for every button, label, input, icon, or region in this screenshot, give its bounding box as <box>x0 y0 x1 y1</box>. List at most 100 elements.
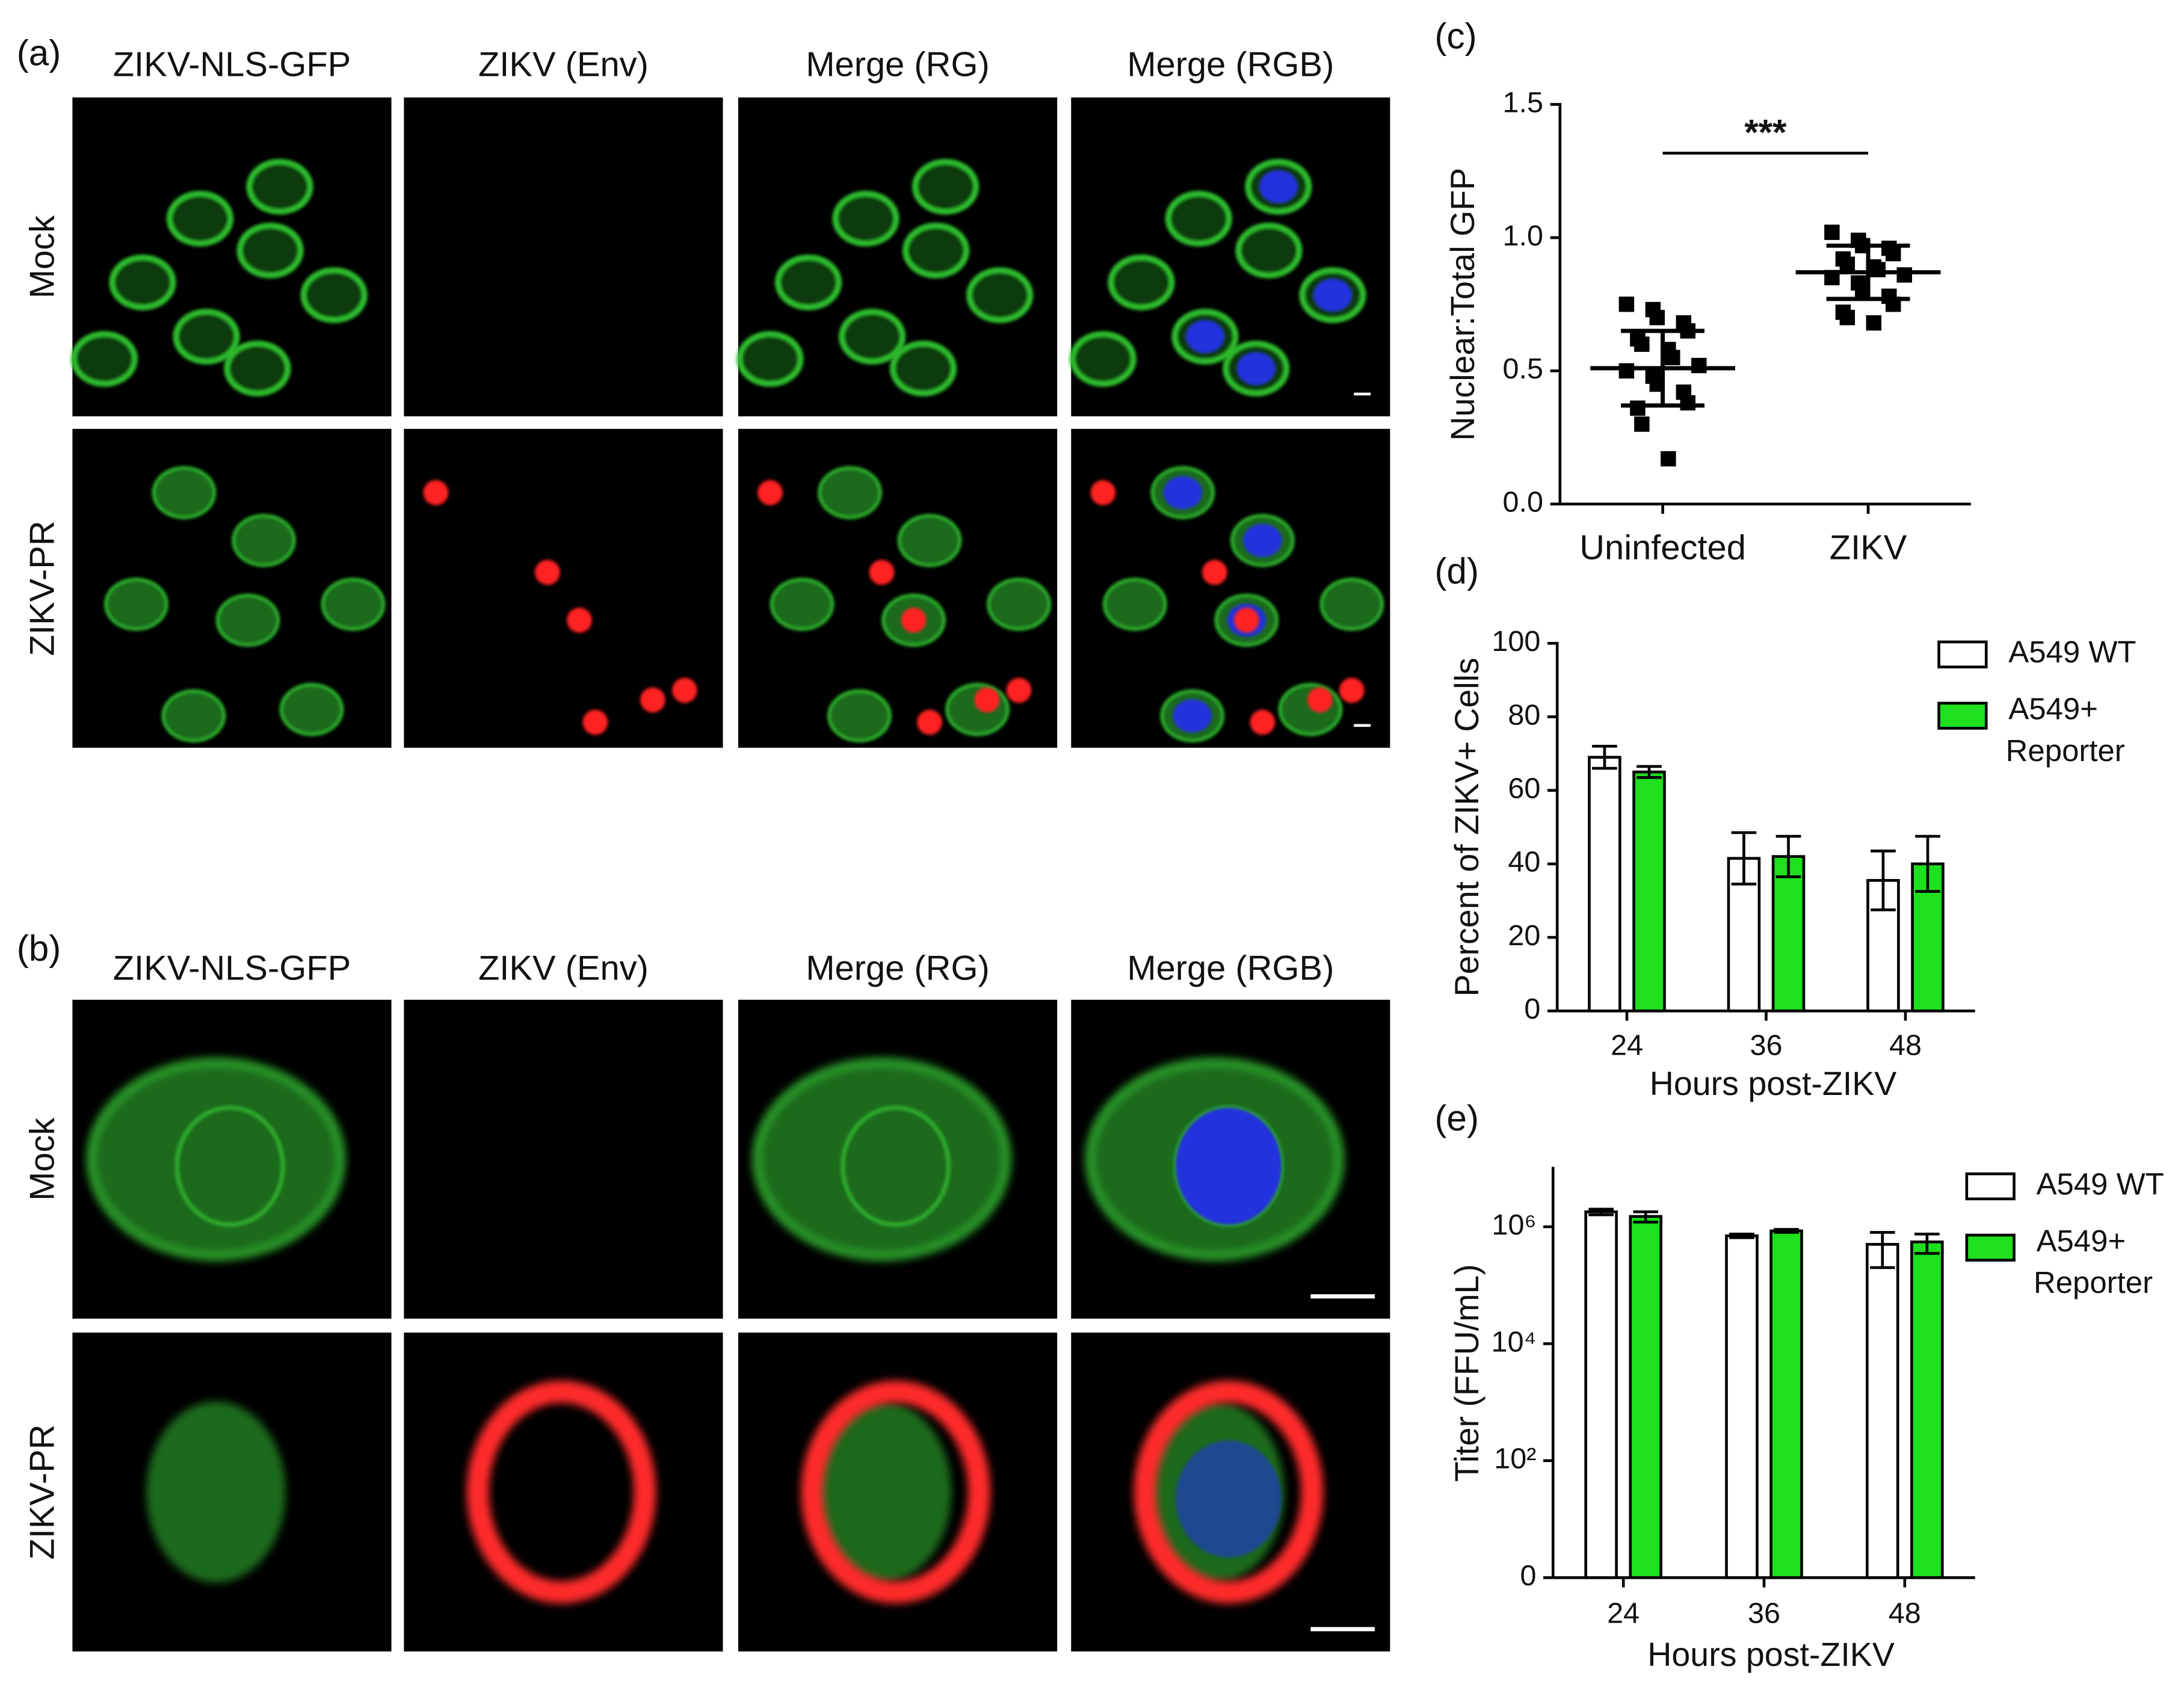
y-tick-label: 10⁴ <box>1491 1325 1537 1358</box>
y-tick-label: 40 <box>1508 846 1540 878</box>
virus-signal <box>1307 687 1333 713</box>
virus-signal <box>917 709 942 735</box>
panel-label: (d) <box>1435 550 1479 591</box>
virus-signal <box>672 677 697 703</box>
y-tick-label: 10⁶ <box>1491 1209 1536 1241</box>
cell <box>173 309 240 365</box>
cell <box>1319 578 1384 631</box>
y-tick-label: 60 <box>1508 772 1540 805</box>
y-tick-label: 0.5 <box>1503 353 1544 385</box>
data-point <box>1665 350 1680 366</box>
virus-signal <box>1202 560 1227 585</box>
x-tick-label: 36 <box>1750 1029 1782 1061</box>
micrograph-bg <box>404 97 723 417</box>
data-point <box>1618 296 1635 312</box>
data-point <box>1634 416 1650 432</box>
virus-signal <box>466 1380 656 1604</box>
virus-signal <box>1090 480 1116 505</box>
cell <box>1165 191 1232 247</box>
column-label: ZIKV (Env) <box>478 949 649 987</box>
bar <box>1632 770 1666 1013</box>
cell <box>215 593 280 647</box>
nucleus <box>1176 1440 1282 1558</box>
y-tick-label: 0 <box>1524 993 1540 1025</box>
y-tick-label: 0.0 <box>1503 486 1544 519</box>
cell <box>300 267 368 323</box>
data-point <box>1618 363 1635 379</box>
row-label: Mock <box>23 215 61 298</box>
virus-signal <box>1339 677 1365 703</box>
x-tick-label: 24 <box>1607 1597 1640 1630</box>
column-label: ZIKV (Env) <box>478 45 649 84</box>
legend-label: A549 WT <box>2037 1167 2164 1201</box>
cell <box>736 331 804 387</box>
column-label: Merge (RGB) <box>1127 45 1334 84</box>
virus-signal <box>535 560 560 585</box>
cell <box>1235 223 1303 279</box>
cell <box>818 466 882 519</box>
virus-signal <box>974 687 1000 713</box>
cell <box>104 578 168 631</box>
cell <box>812 1401 952 1583</box>
data-point <box>1839 256 1855 273</box>
row-label: ZIKV-PR <box>23 1424 61 1559</box>
nucleus <box>1313 278 1353 312</box>
cell <box>70 331 138 387</box>
column-label: Merge (RG) <box>806 45 989 84</box>
micrograph <box>738 999 1058 1319</box>
cell <box>161 689 226 742</box>
micrograph <box>1069 97 1390 417</box>
cell <box>166 191 234 247</box>
bar <box>1629 1215 1663 1579</box>
column-label: ZIKV-NLS-GFP <box>113 45 351 84</box>
micrograph <box>738 428 1058 748</box>
legend-swatch <box>1965 1172 2016 1201</box>
legend-label: A549+ Reporter <box>2006 692 2125 768</box>
data-point <box>1649 310 1665 325</box>
nucleus <box>1236 351 1276 386</box>
data-point <box>1896 267 1912 283</box>
bar <box>1910 1240 1944 1579</box>
x-tick-label: 36 <box>1748 1597 1780 1630</box>
x-tick-label: Uninfected <box>1579 528 1746 567</box>
y-tick-label: 80 <box>1508 698 1540 731</box>
cell <box>1069 331 1137 387</box>
cell <box>279 683 344 736</box>
y-tick-label: 1.5 <box>1503 86 1544 119</box>
cell <box>232 514 296 567</box>
micrograph <box>404 1332 723 1651</box>
panel-label: (c) <box>1435 16 1477 57</box>
y-axis-label: Percent of ZIKV+ Cells <box>1448 658 1485 996</box>
cell <box>246 159 313 215</box>
cell <box>236 223 304 279</box>
virus-signal <box>901 608 927 633</box>
micrograph <box>404 428 723 748</box>
x-axis-label: Hours post-ZIKV <box>1650 1065 1897 1102</box>
virus-signal <box>869 560 895 585</box>
column-label: Merge (RGB) <box>1127 949 1334 987</box>
bar <box>1771 855 1806 1013</box>
cell <box>86 1057 346 1261</box>
virus-signal <box>582 709 608 735</box>
micrograph <box>736 97 1058 417</box>
data-point <box>1661 451 1676 467</box>
nucleus <box>1176 1108 1282 1225</box>
x-axis-label: Hours post-ZIKV <box>1647 1636 1895 1673</box>
bar <box>1588 756 1621 1013</box>
legend-swatch <box>1937 702 1988 730</box>
cell <box>1103 578 1167 631</box>
cell <box>987 578 1051 631</box>
bar <box>1769 1229 1803 1579</box>
row-label: ZIKV-PR <box>23 520 61 656</box>
x-tick-label: ZIKV <box>1830 528 1907 567</box>
cell <box>752 1057 1011 1261</box>
panel-label: (b) <box>17 928 61 969</box>
micrograph <box>72 428 392 748</box>
nucleus-ring <box>174 1105 285 1227</box>
cell <box>897 514 962 567</box>
x-tick-label: 48 <box>1889 1597 1921 1630</box>
micrograph <box>404 97 723 417</box>
cell <box>321 578 386 631</box>
virus-signal <box>801 1380 991 1604</box>
y-axis-label: Nuclear:Total GFP <box>1444 168 1481 441</box>
